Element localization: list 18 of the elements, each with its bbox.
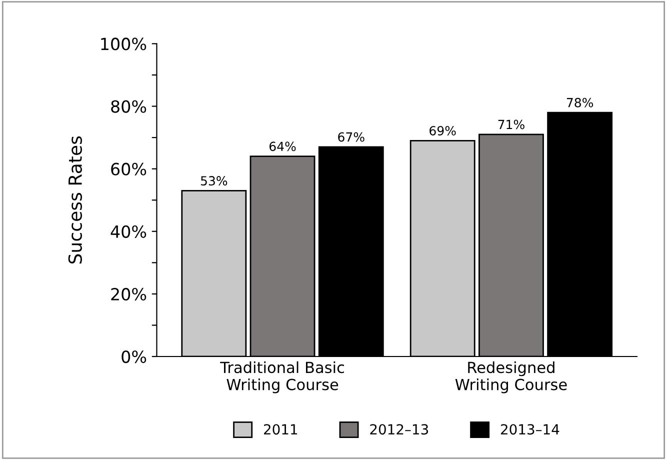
data-label: 69% [430, 126, 456, 136]
y-tick-label: 20% [111, 288, 146, 301]
y-axis-title: Success Rates [68, 136, 82, 264]
legend-label: 2013–14 [500, 424, 560, 435]
y-tick-label: 100% [101, 38, 146, 50]
legend-label: 2011 [264, 424, 298, 435]
data-label: 78% [566, 98, 594, 108]
y-tick-label: 0% [122, 350, 146, 364]
data-label: 71% [498, 120, 524, 130]
x-tick-label: Traditional Basic Writing Course [220, 361, 344, 394]
data-label: 64% [270, 142, 296, 152]
y-tick-label: 40% [110, 225, 146, 238]
x-tick-label: Redesigned Writing Course [455, 361, 567, 394]
data-label: 53% [200, 176, 228, 186]
y-tick-label: 60% [111, 162, 146, 176]
data-label: 67% [338, 132, 364, 142]
y-tick-label: 80% [111, 100, 146, 113]
legend-label: 2012–13 [370, 424, 428, 435]
